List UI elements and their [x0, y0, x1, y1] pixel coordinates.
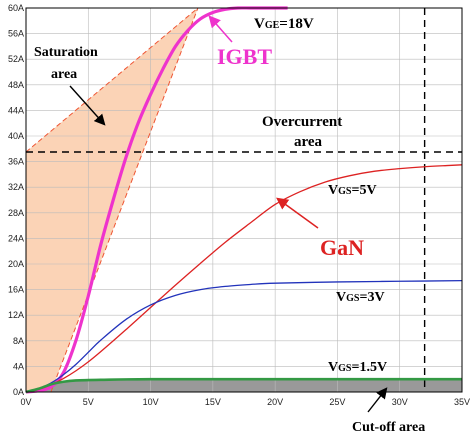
- x-tick-label: 0V: [20, 397, 31, 407]
- saturation-boundary-lower: [50, 7, 199, 393]
- cutoff-arrow: [367, 387, 388, 413]
- y-tick-label: 32A: [8, 182, 24, 192]
- vgs5-suffix: =5V: [351, 183, 376, 198]
- vge18-suffix: =18V: [279, 16, 314, 32]
- x-axis-ticks: 0V 5V 10V 15V 20V 25V 30V 35V: [20, 397, 470, 407]
- vgs15-prefix: V: [328, 360, 338, 375]
- y-tick-label: 16A: [8, 285, 24, 295]
- y-tick-label: 0A: [13, 387, 24, 397]
- x-tick-label: 5V: [83, 397, 94, 407]
- y-tick-label: 52A: [8, 54, 24, 64]
- x-tick-label: 15V: [205, 397, 221, 407]
- y-tick-label: 48A: [8, 80, 24, 90]
- vgs5-subscript: GS: [338, 186, 352, 197]
- saturation-arrow: [69, 85, 106, 126]
- y-tick-label: 36A: [8, 157, 24, 167]
- x-tick-label: 25V: [329, 397, 345, 407]
- saturation-label-line2: area: [51, 67, 77, 82]
- vge18-prefix: V: [254, 16, 265, 32]
- vgs15-suffix: =1.5V: [351, 360, 387, 375]
- x-tick-label: 20V: [267, 397, 283, 407]
- saturation-label-line1: Saturation: [34, 45, 98, 60]
- plot-frame: [25, 7, 463, 393]
- y-tick-label: 40A: [8, 131, 24, 141]
- overcurrent-label-line2: area: [294, 134, 323, 150]
- vgs3-suffix: =3V: [359, 290, 384, 305]
- series-gan-vgs15: [25, 377, 462, 394]
- gan-arrow: [276, 197, 319, 229]
- x-tick-label: 30V: [392, 397, 408, 407]
- igbt-label: IGBT: [217, 44, 272, 69]
- saturation-boundary-upper: [25, 7, 199, 153]
- vgs15-label: VGS=1.5V: [328, 360, 387, 375]
- y-tick-label: 8A: [13, 336, 24, 346]
- vgs3-label: VGS=3V: [336, 290, 385, 305]
- y-tick-label: 4A: [13, 361, 24, 371]
- gan-label: GaN: [320, 235, 364, 260]
- cutoff-region: [26, 379, 462, 392]
- x-tick-label: 10V: [143, 397, 159, 407]
- vge18-label: VGE=18V: [254, 16, 314, 32]
- cutoff-label: Cut-off area: [352, 420, 425, 435]
- igbt-arrow: [208, 15, 233, 43]
- y-tick-label: 20A: [8, 259, 24, 269]
- y-tick-label: 60A: [8, 3, 24, 13]
- x-tick-label: 35V: [454, 397, 470, 407]
- vgs3-subscript: GS: [346, 293, 360, 304]
- y-tick-label: 24A: [8, 233, 24, 243]
- vgs15-subscript: GS: [338, 363, 352, 374]
- y-tick-label: 28A: [8, 208, 24, 218]
- y-tick-label: 56A: [8, 29, 24, 39]
- vgs5-prefix: V: [328, 183, 338, 198]
- vgs3-prefix: V: [336, 290, 346, 305]
- series-gan-vgs5: [25, 164, 463, 393]
- y-tick-label: 44A: [8, 105, 24, 115]
- overcurrent-label-line1: Overcurrent: [262, 114, 342, 130]
- y-tick-label: 12A: [8, 310, 24, 320]
- vgs5-label: VGS=5V: [328, 183, 377, 198]
- vge18-subscript: GE: [265, 20, 280, 31]
- y-axis-ticks: 0A 4A 8A 12A 16A 20A 24A 28A 32A 36A 40A 44A 48A 52A 5…: [8, 3, 24, 397]
- series-gan-vgs3: [25, 279, 463, 393]
